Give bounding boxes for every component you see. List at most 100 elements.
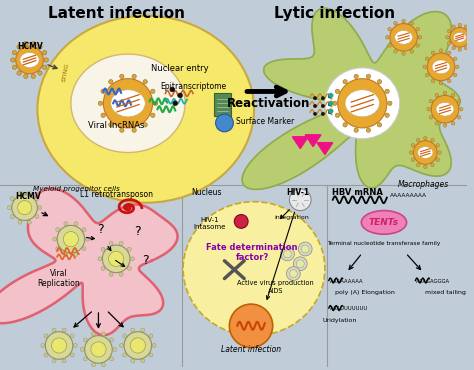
Circle shape xyxy=(109,338,114,342)
Circle shape xyxy=(109,241,113,245)
Ellipse shape xyxy=(436,102,454,116)
Circle shape xyxy=(38,206,42,210)
Circle shape xyxy=(143,123,147,127)
Circle shape xyxy=(458,23,462,27)
Circle shape xyxy=(470,36,474,39)
Circle shape xyxy=(173,101,178,106)
Ellipse shape xyxy=(418,147,433,158)
Circle shape xyxy=(119,128,124,132)
Text: integration: integration xyxy=(274,215,309,219)
Circle shape xyxy=(27,220,31,224)
Circle shape xyxy=(82,247,86,250)
Circle shape xyxy=(16,46,43,74)
Circle shape xyxy=(130,338,146,353)
Circle shape xyxy=(123,334,127,338)
Circle shape xyxy=(85,237,89,241)
Circle shape xyxy=(438,151,441,154)
Circle shape xyxy=(386,36,389,39)
Text: Lytic infection: Lytic infection xyxy=(274,6,395,21)
Circle shape xyxy=(91,332,95,336)
Circle shape xyxy=(418,36,422,39)
Text: ?: ? xyxy=(142,254,149,267)
Circle shape xyxy=(38,71,42,75)
Circle shape xyxy=(170,87,175,92)
Circle shape xyxy=(124,332,152,359)
Ellipse shape xyxy=(345,90,380,117)
Circle shape xyxy=(12,51,17,55)
Ellipse shape xyxy=(37,16,254,203)
Circle shape xyxy=(12,65,17,70)
Ellipse shape xyxy=(432,60,450,74)
Circle shape xyxy=(328,110,332,114)
Circle shape xyxy=(431,138,434,142)
Circle shape xyxy=(64,222,68,226)
Circle shape xyxy=(83,338,87,342)
Circle shape xyxy=(109,251,124,266)
Circle shape xyxy=(101,247,105,251)
Circle shape xyxy=(385,113,389,117)
Circle shape xyxy=(457,115,461,119)
Circle shape xyxy=(18,191,22,195)
Circle shape xyxy=(388,101,392,105)
Circle shape xyxy=(119,272,123,276)
Circle shape xyxy=(424,165,427,169)
Circle shape xyxy=(74,253,78,256)
Circle shape xyxy=(394,50,397,53)
Text: Myeloid progenitor cells: Myeloid progenitor cells xyxy=(33,186,120,192)
Circle shape xyxy=(44,334,48,338)
Circle shape xyxy=(70,334,74,338)
Circle shape xyxy=(103,79,153,128)
Circle shape xyxy=(18,201,32,215)
Circle shape xyxy=(416,27,419,31)
Circle shape xyxy=(56,228,60,232)
Circle shape xyxy=(439,49,443,53)
Circle shape xyxy=(354,74,358,78)
Text: AAAGAGGGA: AAAGAGGGA xyxy=(415,279,449,283)
Circle shape xyxy=(457,99,461,103)
Circle shape xyxy=(411,144,415,147)
Circle shape xyxy=(109,123,113,127)
Circle shape xyxy=(290,189,311,211)
Circle shape xyxy=(313,104,317,108)
Text: Reactivation: Reactivation xyxy=(227,97,310,110)
Circle shape xyxy=(52,328,56,332)
Polygon shape xyxy=(317,143,333,155)
Circle shape xyxy=(130,257,135,261)
Circle shape xyxy=(335,89,340,94)
Circle shape xyxy=(469,42,472,45)
Circle shape xyxy=(41,343,45,347)
Circle shape xyxy=(453,73,457,77)
Text: L1 retrotransposon: L1 retrotransposon xyxy=(80,190,153,199)
Circle shape xyxy=(453,57,457,61)
Circle shape xyxy=(12,195,37,221)
Circle shape xyxy=(98,257,102,261)
Circle shape xyxy=(447,51,451,54)
Text: AAAAAAAAA: AAAAAAAAA xyxy=(390,194,427,198)
Ellipse shape xyxy=(20,53,39,68)
Circle shape xyxy=(427,107,430,111)
Circle shape xyxy=(62,328,66,332)
Circle shape xyxy=(424,137,427,140)
Circle shape xyxy=(18,220,22,224)
Text: STING: STING xyxy=(62,62,70,82)
Text: Epitranscriptome: Epitranscriptome xyxy=(160,82,226,91)
Circle shape xyxy=(43,51,47,55)
Text: poly (A) Elongation: poly (A) Elongation xyxy=(335,290,394,295)
Circle shape xyxy=(431,163,434,166)
Text: HIV-1: HIV-1 xyxy=(286,188,309,197)
Circle shape xyxy=(152,343,156,347)
Circle shape xyxy=(73,343,77,347)
Circle shape xyxy=(131,359,135,363)
Circle shape xyxy=(394,21,397,25)
Circle shape xyxy=(435,93,438,97)
Text: Latent infection: Latent infection xyxy=(221,346,281,354)
Circle shape xyxy=(423,65,427,68)
Circle shape xyxy=(234,215,248,228)
Circle shape xyxy=(328,101,333,106)
FancyBboxPatch shape xyxy=(214,93,231,115)
Circle shape xyxy=(101,363,105,367)
Circle shape xyxy=(436,144,439,147)
Circle shape xyxy=(290,270,297,278)
Circle shape xyxy=(313,112,317,116)
Text: mixed tailing: mixed tailing xyxy=(425,290,466,295)
